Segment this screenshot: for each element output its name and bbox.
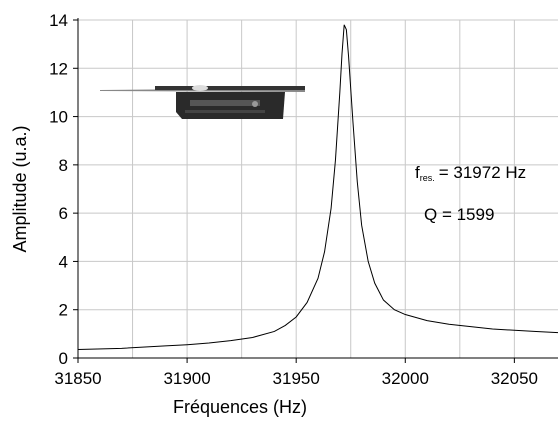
chip-detail — [190, 100, 260, 106]
y-tick-label: 2 — [59, 301, 68, 320]
x-tick-label: 32050 — [491, 369, 538, 388]
annotation-text: = 31972 Hz — [439, 163, 526, 182]
annotation-frequency: fres. = 31972 Hz — [415, 163, 526, 183]
chip-detail — [185, 110, 265, 113]
y-tick-label: 14 — [49, 11, 68, 30]
cantilever-inset — [100, 85, 305, 119]
x-axis-label: Fréquences (Hz) — [173, 397, 307, 417]
chip-contact — [252, 101, 258, 107]
y-tick-label: 0 — [59, 349, 68, 368]
x-tick-label: 31850 — [54, 369, 101, 388]
resonance-curve — [77, 24, 558, 351]
y-axis-label: Amplitude (u.a.) — [10, 125, 30, 252]
tip-highlight — [192, 85, 208, 91]
annotation-symbol: f — [415, 163, 420, 182]
x-tick-label: 31950 — [273, 369, 320, 388]
y-tick-label: 8 — [59, 156, 68, 175]
y-tick-label: 12 — [49, 59, 68, 78]
annotation-subscript: res. — [420, 173, 435, 183]
annotation-q: Q = 1599 — [424, 205, 494, 224]
x-tick-label: 32000 — [382, 369, 429, 388]
cantilever-top — [155, 86, 305, 90]
y-tick-label: 4 — [59, 252, 68, 271]
x-tick-label: 31900 — [163, 369, 210, 388]
y-tick-label: 6 — [59, 204, 68, 223]
y-tick-label: 10 — [49, 108, 68, 127]
